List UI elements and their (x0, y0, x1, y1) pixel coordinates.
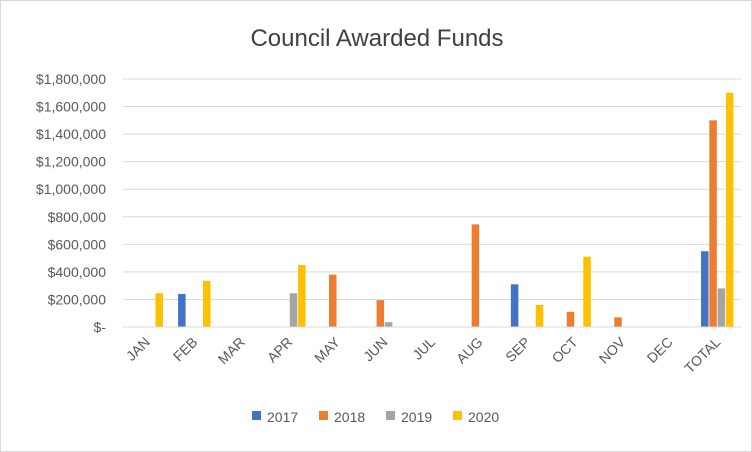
y-tick-label: $1,800,000 (36, 71, 106, 87)
bar-2018-aug (471, 224, 480, 327)
bar-2017-total (701, 251, 709, 327)
x-tick-label: DEC (644, 334, 676, 366)
x-tick-label: JUL (409, 334, 438, 363)
bar-2020-feb (203, 280, 211, 327)
y-tick-label: $200,000 (48, 291, 107, 307)
legend-label-2018: 2018 (334, 409, 365, 425)
x-axis-tick-labels: JAN FEB MAR APR MAY JUN JUL AUG SEP OCT NOV DEC TOTA… (123, 333, 724, 376)
y-tick-label: $1,400,000 (36, 126, 106, 142)
legend: 2017 2018 2019 2020 (252, 409, 499, 425)
x-tick-label: NOV (596, 333, 629, 366)
legend-swatch-2018 (319, 411, 328, 420)
y-tick-label: $1,000,000 (36, 181, 106, 197)
gridlines (123, 78, 741, 300)
bar-2020-apr (298, 265, 306, 327)
bar-2018-oct (566, 311, 575, 327)
x-tick-label: OCT (549, 333, 582, 366)
x-tick-label: SEP (502, 334, 533, 365)
x-tick-label: MAY (311, 333, 343, 365)
y-tick-label: $600,000 (48, 236, 107, 252)
bar-2018-total (709, 120, 717, 327)
x-tick-label: TOTAL (681, 334, 723, 376)
bar-2018-jun (376, 300, 385, 327)
y-tick-label: $- (94, 319, 107, 335)
x-tick-label: JAN (123, 334, 153, 364)
bar-2020-jan (155, 293, 163, 327)
legend-swatch-2019 (386, 411, 395, 420)
bar-2020-total (725, 92, 734, 328)
x-tick-label: MAR (215, 334, 248, 367)
x-tick-label: JUN (360, 334, 391, 365)
chart-title: Council Awarded Funds (250, 25, 503, 52)
legend-label-2017: 2017 (267, 409, 298, 425)
legend-swatch-2017 (252, 411, 261, 420)
bars (155, 92, 734, 328)
x-tick-label: APR (264, 334, 296, 366)
y-tick-label: $800,000 (48, 209, 107, 225)
y-axis-tick-labels: $- $200,000 $400,000 $600,000 $800,000 $1,000… (36, 71, 106, 335)
bar-2017-sep (510, 284, 519, 327)
x-tick-label: AUG (453, 334, 486, 367)
legend-label-2020: 2020 (468, 409, 499, 425)
legend-swatch-2020 (453, 411, 462, 420)
bar-2019-apr (289, 293, 298, 327)
y-tick-label: $1,600,000 (36, 99, 106, 115)
bar-2020-sep (535, 304, 544, 327)
bar-2019-total (717, 288, 726, 327)
bar-2018-may (329, 274, 337, 327)
bar-2020-oct (583, 256, 591, 327)
legend-label-2019: 2019 (401, 409, 432, 425)
bar-2017-feb (178, 293, 186, 327)
bar-2018-nov (614, 317, 622, 327)
y-tick-label: $1,200,000 (36, 154, 106, 170)
x-tick-label: FEB (170, 334, 201, 365)
bar-2019-jun (384, 322, 393, 327)
y-tick-label: $400,000 (48, 264, 107, 280)
